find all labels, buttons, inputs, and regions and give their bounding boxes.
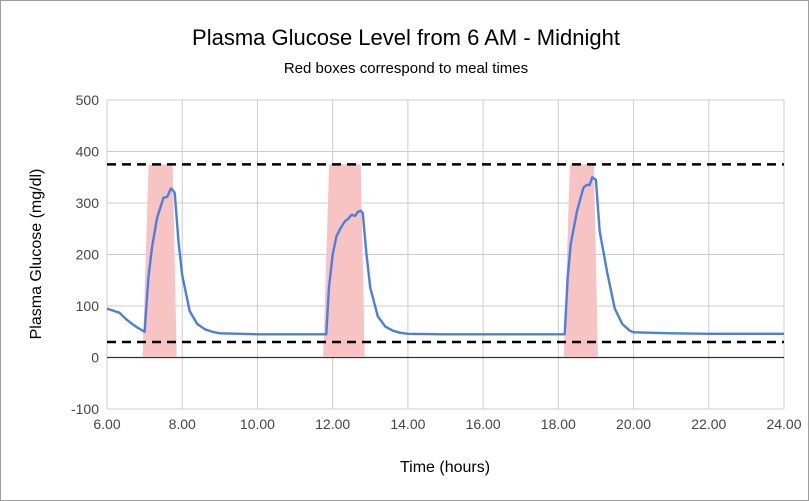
x-tick-label: 12.00 bbox=[315, 416, 350, 432]
x-tick-label: 22.00 bbox=[691, 416, 726, 432]
meal-box bbox=[323, 164, 365, 358]
x-tick-label: 8.00 bbox=[169, 416, 196, 432]
x-tick-label: 18.00 bbox=[541, 416, 576, 432]
chart-subtitle: Red boxes correspond to meal times bbox=[284, 60, 528, 77]
y-tick-label: 0 bbox=[91, 350, 99, 366]
meal-boxes bbox=[142, 164, 598, 358]
meal-box bbox=[142, 164, 177, 358]
x-axis-label: Time (hours) bbox=[400, 459, 490, 476]
glucose-series-line bbox=[106, 176, 784, 336]
tick-labels: 6.00 8.00 10.00 12.00 14.00 16.00 18.00 20.00 22… bbox=[71, 92, 802, 432]
y-tick-label: 300 bbox=[76, 195, 100, 211]
series bbox=[106, 176, 784, 336]
grid bbox=[106, 99, 785, 410]
x-tick-label: 24.00 bbox=[766, 416, 801, 432]
y-axis-label: Plasma Glucose (mg/dl) bbox=[28, 169, 45, 340]
meal-box bbox=[563, 164, 598, 358]
y-tick-label: -100 bbox=[71, 401, 99, 417]
y-tick-label: 400 bbox=[76, 144, 100, 160]
chart-title: Plasma Glucose Level from 6 AM - Midnigh… bbox=[192, 25, 620, 50]
x-tick-label: 14.00 bbox=[390, 416, 425, 432]
x-tick-label: 10.00 bbox=[240, 416, 275, 432]
y-tick-label: 500 bbox=[76, 92, 100, 108]
x-tick-label: 20.00 bbox=[616, 416, 651, 432]
x-tick-label: 16.00 bbox=[466, 416, 501, 432]
y-tick-label: 200 bbox=[76, 247, 100, 263]
y-tick-label: 100 bbox=[76, 298, 100, 314]
x-tick-label: 6.00 bbox=[93, 416, 120, 432]
threshold-lines bbox=[107, 163, 784, 344]
